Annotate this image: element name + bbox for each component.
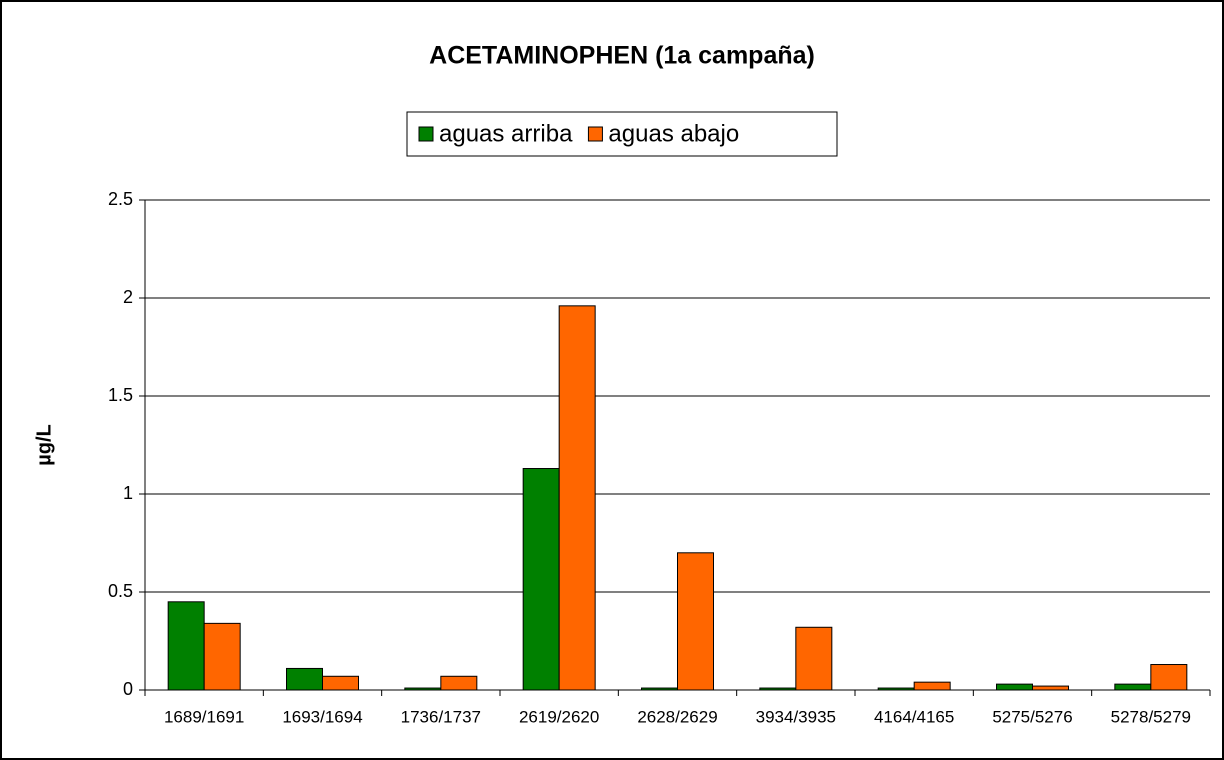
x-tick-label: 5275/5276 [992, 707, 1072, 726]
bar [641, 687, 678, 691]
x-tick-label: 4164/4165 [874, 707, 954, 726]
x-tick-label: 3934/3935 [756, 707, 836, 726]
bar [404, 687, 442, 691]
bar [759, 687, 797, 691]
bar [1032, 685, 1069, 691]
bar [877, 687, 915, 691]
bar [440, 675, 478, 691]
x-tick-label: 5278/5279 [1111, 707, 1191, 726]
x-tick-label: 1693/1694 [282, 707, 362, 726]
x-tick-label: 1689/1691 [164, 707, 244, 726]
y-tick-label: 0 [123, 679, 133, 699]
y-tick-label: 2.5 [108, 189, 133, 209]
bar [1150, 664, 1188, 691]
bar [522, 468, 560, 691]
legend-box [406, 111, 838, 157]
x-tick-label: 2619/2620 [519, 707, 599, 726]
bar [167, 601, 205, 691]
legend-swatch [587, 126, 603, 142]
y-tick-label: 0.5 [108, 581, 133, 601]
bar [203, 622, 241, 691]
legend-label: aguas abajo [608, 120, 739, 147]
chart-title: ACETAMINOPHEN (1a campaña) [429, 42, 815, 70]
bar [996, 683, 1033, 691]
bar [677, 552, 714, 691]
bar [286, 667, 323, 691]
legend-label: aguas arriba [439, 120, 573, 147]
x-tick-label: 1736/1737 [401, 707, 481, 726]
y-tick-label: 2 [123, 287, 133, 307]
bar [558, 305, 596, 691]
x-tick-label: 2628/2629 [637, 707, 717, 726]
bar [322, 675, 359, 691]
bar [795, 626, 833, 691]
y-tick-label: 1 [123, 483, 133, 503]
bar [1114, 683, 1152, 691]
legend-swatch [418, 126, 434, 142]
y-tick-label: 1.5 [108, 385, 133, 405]
bar [913, 681, 951, 691]
y-axis-label: µg/L [33, 424, 55, 466]
